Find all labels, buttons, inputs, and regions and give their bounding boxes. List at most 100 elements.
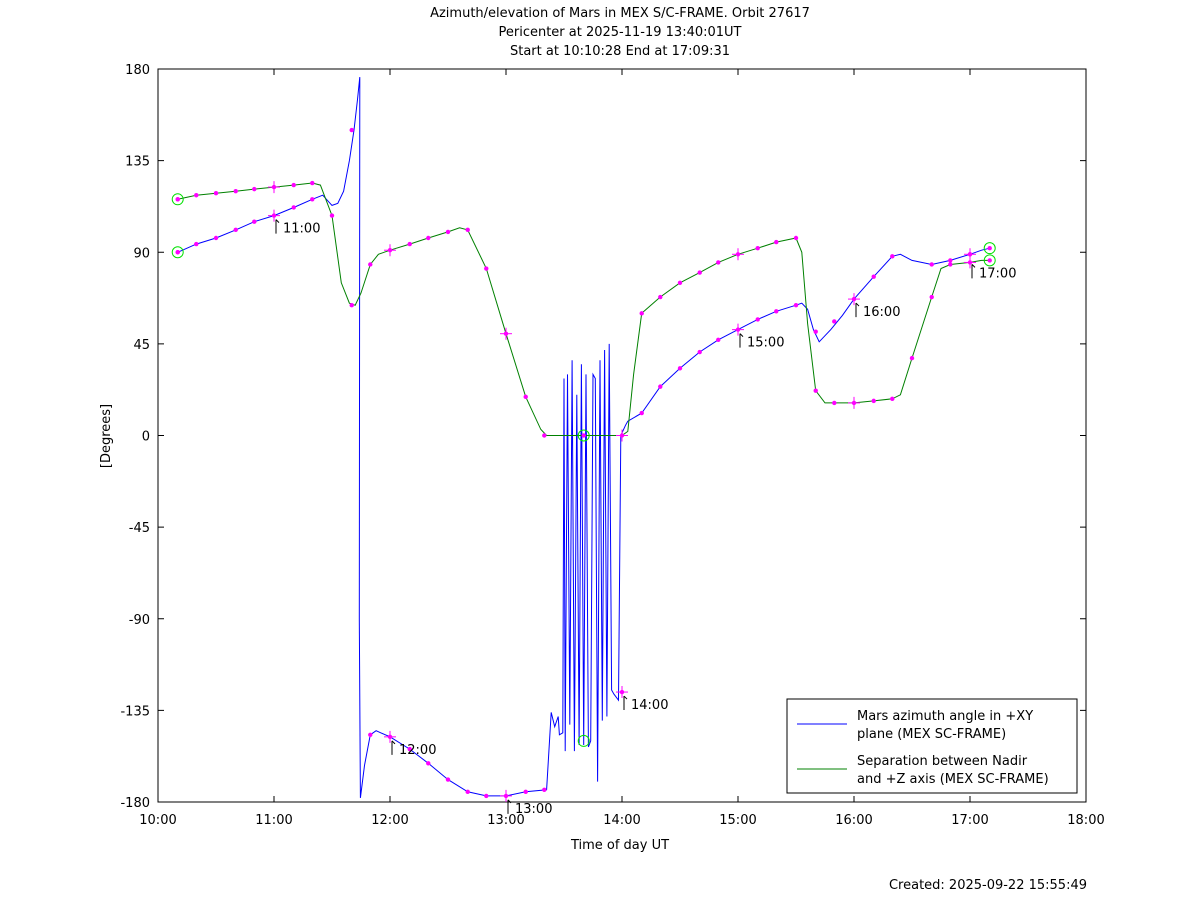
point-marker — [213, 191, 219, 196]
y-tick-label: -135 — [120, 704, 150, 719]
point-marker — [426, 235, 431, 241]
point-marker — [774, 309, 779, 314]
point-marker — [890, 254, 895, 259]
start-end-circle — [171, 246, 184, 259]
hour-cross-marker — [848, 396, 860, 409]
start-end-circle — [983, 242, 996, 255]
point-marker — [871, 274, 876, 279]
y-tick-label: 180 — [125, 63, 150, 78]
point-marker — [252, 219, 257, 224]
legend: Mars azimuth angle in +XY plane (MEX SC-F… — [786, 698, 1078, 794]
point-marker — [581, 433, 586, 438]
point-marker — [291, 205, 296, 210]
point-marker — [658, 384, 663, 389]
annotation-label: 14:00 — [631, 698, 668, 713]
time-annotation: 15:00 — [739, 333, 784, 351]
point-marker — [426, 761, 431, 766]
x-tick-label: 16:00 — [835, 813, 872, 828]
annotation-tick-hook — [391, 740, 396, 745]
point-marker — [639, 410, 644, 416]
title-line-2: Start at 10:10:28 End at 17:09:31 — [510, 44, 730, 59]
point-marker — [349, 127, 354, 133]
legend-label-0: plane (MEX SC-FRAME) — [857, 727, 1006, 742]
start-end-circle — [577, 429, 590, 442]
hour-cross-marker — [732, 323, 744, 336]
annotation-tick-hook — [275, 219, 280, 223]
annotation-tick-hook — [623, 695, 628, 700]
point-marker — [987, 258, 992, 263]
hour-cross-marker — [500, 327, 512, 340]
hour-cross-marker — [616, 429, 628, 442]
annotation-label: 16:00 — [863, 305, 900, 320]
point-marker — [929, 294, 934, 300]
time-annotation: 17:00 — [971, 264, 1016, 281]
point-marker — [813, 388, 818, 393]
hour-cross-marker — [384, 244, 396, 257]
hour-cross-marker — [384, 730, 396, 743]
hour-cross-marker — [500, 789, 512, 802]
hour-cross-marker — [848, 293, 860, 306]
point-marker — [542, 787, 547, 792]
x-tick-label: 13:00 — [487, 813, 524, 828]
x-axis-label: Time of day UT — [570, 838, 669, 853]
hour-cross-marker — [964, 256, 976, 269]
point-marker — [329, 213, 335, 218]
y-tick-label: 0 — [142, 430, 150, 445]
start-end-circle — [983, 254, 996, 267]
time-annotation: 11:00 — [275, 219, 320, 237]
time-annotation: 16:00 — [855, 302, 900, 320]
point-marker — [716, 337, 721, 343]
axis-ticks: 10:00 11:00 12:00 13:00 14:00 15:00 16:00 17:00… — [120, 63, 1104, 828]
point-marker — [233, 188, 238, 194]
point-marker — [465, 227, 470, 233]
legend-label-0: Mars azimuth angle in +XY — [857, 709, 1033, 724]
y-tick-label: 135 — [125, 155, 150, 170]
point-marker — [194, 241, 199, 247]
point-marker — [252, 186, 257, 192]
point-marker — [349, 302, 354, 308]
x-tick-label: 18:00 — [1067, 813, 1104, 828]
hour-cross-marker — [268, 181, 280, 194]
point-marker — [909, 355, 915, 361]
point-marker — [233, 227, 238, 233]
y-tick-label: 90 — [133, 246, 150, 261]
time-annotation: 14:00 — [623, 695, 668, 713]
pericenter-circle — [577, 734, 590, 747]
point-marker — [368, 262, 373, 267]
point-marker — [658, 294, 663, 300]
title-line-1: Pericenter at 2025-11-19 13:40:01UT — [498, 25, 741, 40]
x-tick-label: 12:00 — [371, 813, 408, 828]
start-end-circle — [171, 193, 184, 206]
annotation-label: 15:00 — [747, 336, 784, 351]
point-marker — [697, 270, 702, 275]
y-tick-label: -90 — [129, 613, 150, 628]
point-marker — [484, 266, 489, 271]
point-marker — [484, 793, 489, 799]
y-axis-label: [Degrees] — [99, 404, 114, 468]
point-marker — [523, 789, 528, 795]
point-marker — [774, 239, 779, 245]
point-marker — [832, 400, 837, 406]
chart-title: Azimuth/elevation of Mars in MEX S/C-FRA… — [430, 6, 810, 59]
point-marker — [175, 250, 180, 255]
legend-label-1: Separation between Nadir — [857, 754, 1028, 769]
point-marker — [213, 235, 219, 241]
annotation-tick-hook — [855, 302, 860, 307]
series-markers — [171, 127, 996, 802]
point-marker — [755, 317, 760, 322]
x-tick-label: 17:00 — [951, 813, 988, 828]
point-marker — [890, 396, 895, 402]
title-line-0: Azimuth/elevation of Mars in MEX S/C-FRA… — [430, 6, 810, 21]
point-marker — [175, 197, 180, 202]
annotation-label: 17:00 — [979, 266, 1016, 281]
hour-cross-marker — [268, 209, 280, 222]
x-tick-label: 15:00 — [719, 813, 756, 828]
point-marker — [793, 235, 799, 241]
point-marker — [677, 280, 683, 285]
point-marker — [987, 245, 992, 251]
point-marker — [716, 260, 721, 265]
point-marker — [368, 732, 373, 738]
point-marker — [929, 262, 934, 267]
y-tick-label: 45 — [133, 338, 150, 353]
point-marker — [948, 258, 953, 263]
